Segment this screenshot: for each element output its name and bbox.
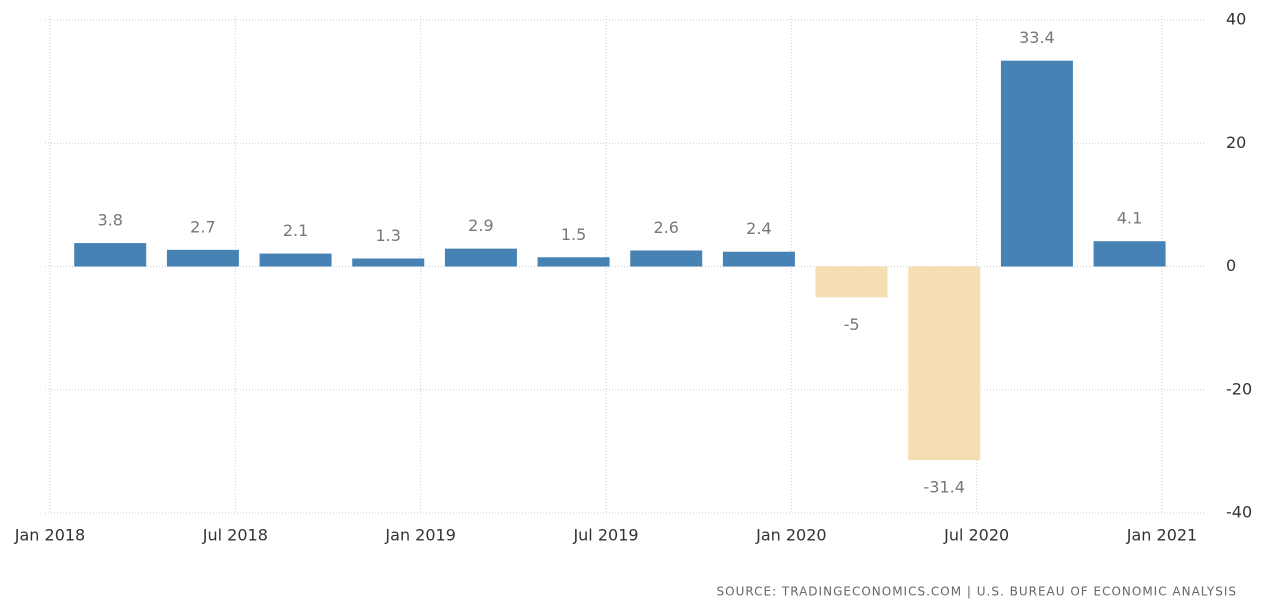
- value-label: 3.8: [98, 211, 123, 230]
- y-tick-label: 40: [1226, 10, 1246, 29]
- bar: [1093, 241, 1166, 267]
- value-label: 2.9: [468, 216, 493, 235]
- bar: [815, 266, 888, 298]
- bar: [722, 251, 795, 267]
- bar: [630, 250, 703, 267]
- y-tick-label: -20: [1226, 379, 1252, 398]
- x-tick-label: Jul 2018: [202, 526, 268, 545]
- bar: [444, 248, 517, 267]
- value-label: 4.1: [1117, 209, 1142, 228]
- value-label: 1.5: [561, 225, 586, 244]
- x-tick-label: Jul 2019: [572, 526, 638, 545]
- x-tick-label: Jan 2021: [1126, 526, 1197, 545]
- bar: [537, 257, 610, 267]
- value-label: 2.7: [190, 217, 215, 236]
- value-label: 1.3: [376, 226, 401, 245]
- bar: [166, 249, 239, 267]
- bar: [259, 253, 332, 267]
- x-tick-label: Jul 2020: [943, 526, 1009, 545]
- y-tick-label: 20: [1226, 133, 1246, 152]
- value-label: 2.1: [283, 221, 308, 240]
- y-tick-label: -40: [1226, 503, 1252, 522]
- bar: [74, 243, 147, 267]
- value-label: 2.6: [654, 218, 679, 237]
- source: SOURCE: TRADINGECONOMICS.COM | U.S. BURE…: [717, 585, 1237, 599]
- value-label: -31.4: [924, 478, 965, 497]
- x-tick-label: Jan 2020: [755, 526, 826, 545]
- bar: [1000, 60, 1073, 267]
- value-label: -5: [844, 315, 860, 334]
- x-tick-label: Jan 2019: [384, 526, 455, 545]
- value-label: 2.4: [746, 219, 771, 238]
- x-tick-label: Jan 2018: [14, 526, 85, 545]
- bar: [908, 266, 981, 461]
- value-label: 33.4: [1019, 28, 1055, 47]
- y-tick-label: 0: [1226, 256, 1236, 275]
- bar: [352, 258, 425, 267]
